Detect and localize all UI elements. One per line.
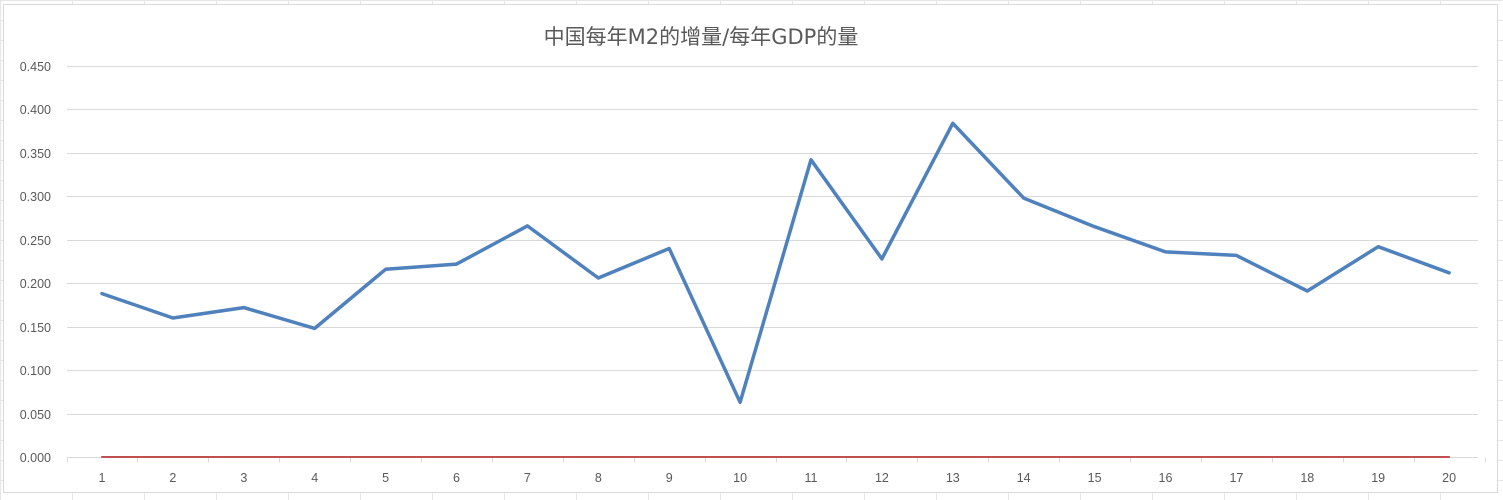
x-tick-label: 8 bbox=[595, 471, 602, 485]
y-tick-label: 0.150 bbox=[20, 321, 51, 335]
y-tick-label: 0.250 bbox=[20, 234, 51, 248]
chart-title: 中国每年M2的增量/每年GDP的量 bbox=[544, 25, 859, 49]
x-tick-label: 12 bbox=[875, 471, 889, 485]
gridlines bbox=[67, 66, 1478, 458]
x-tick-label: 15 bbox=[1088, 471, 1102, 485]
y-tick-label: 0.450 bbox=[20, 60, 51, 74]
x-tick-label: 13 bbox=[946, 471, 960, 485]
y-tick-label: 0.100 bbox=[20, 364, 51, 378]
x-tick-label: 1 bbox=[99, 471, 106, 485]
y-tick-label: 0.400 bbox=[20, 103, 51, 117]
x-tick-label: 11 bbox=[805, 471, 818, 485]
y-tick-label: 0.350 bbox=[20, 147, 51, 161]
x-tick-label: 4 bbox=[311, 471, 318, 485]
x-tick-label: 5 bbox=[382, 471, 389, 485]
x-tick-label: 20 bbox=[1442, 471, 1456, 485]
x-tick-label: 14 bbox=[1017, 471, 1031, 485]
x-axis: 1 2 3 4 5 6 7 8 9 10 11 12 13 14 15 16 17 18 19 20 bbox=[67, 457, 1486, 485]
x-tick-label: 2 bbox=[169, 471, 176, 485]
series-line-1 bbox=[100, 121, 1451, 405]
x-tick-label: 16 bbox=[1159, 471, 1173, 485]
x-tick-label: 6 bbox=[453, 471, 460, 485]
x-tick-label: 10 bbox=[733, 471, 747, 485]
x-tick-label: 19 bbox=[1371, 471, 1385, 485]
y-tick-label: 0.050 bbox=[20, 408, 51, 422]
x-tick-label: 18 bbox=[1300, 471, 1314, 485]
x-tick-label: 17 bbox=[1229, 471, 1243, 485]
y-tick-label: 0.300 bbox=[20, 190, 51, 204]
x-tick-label: 9 bbox=[666, 471, 673, 485]
x-tick-label: 7 bbox=[524, 471, 531, 485]
chart-area[interactable] bbox=[3, 4, 1498, 493]
x-tick-label: 3 bbox=[240, 471, 247, 485]
y-tick-label: 0.000 bbox=[20, 451, 51, 465]
y-tick-label: 0.200 bbox=[20, 277, 51, 291]
y-axis: 0.000 0.050 0.100 0.150 0.200 0.250 0.300 0.350… bbox=[20, 60, 51, 465]
plot-area bbox=[100, 121, 1451, 458]
